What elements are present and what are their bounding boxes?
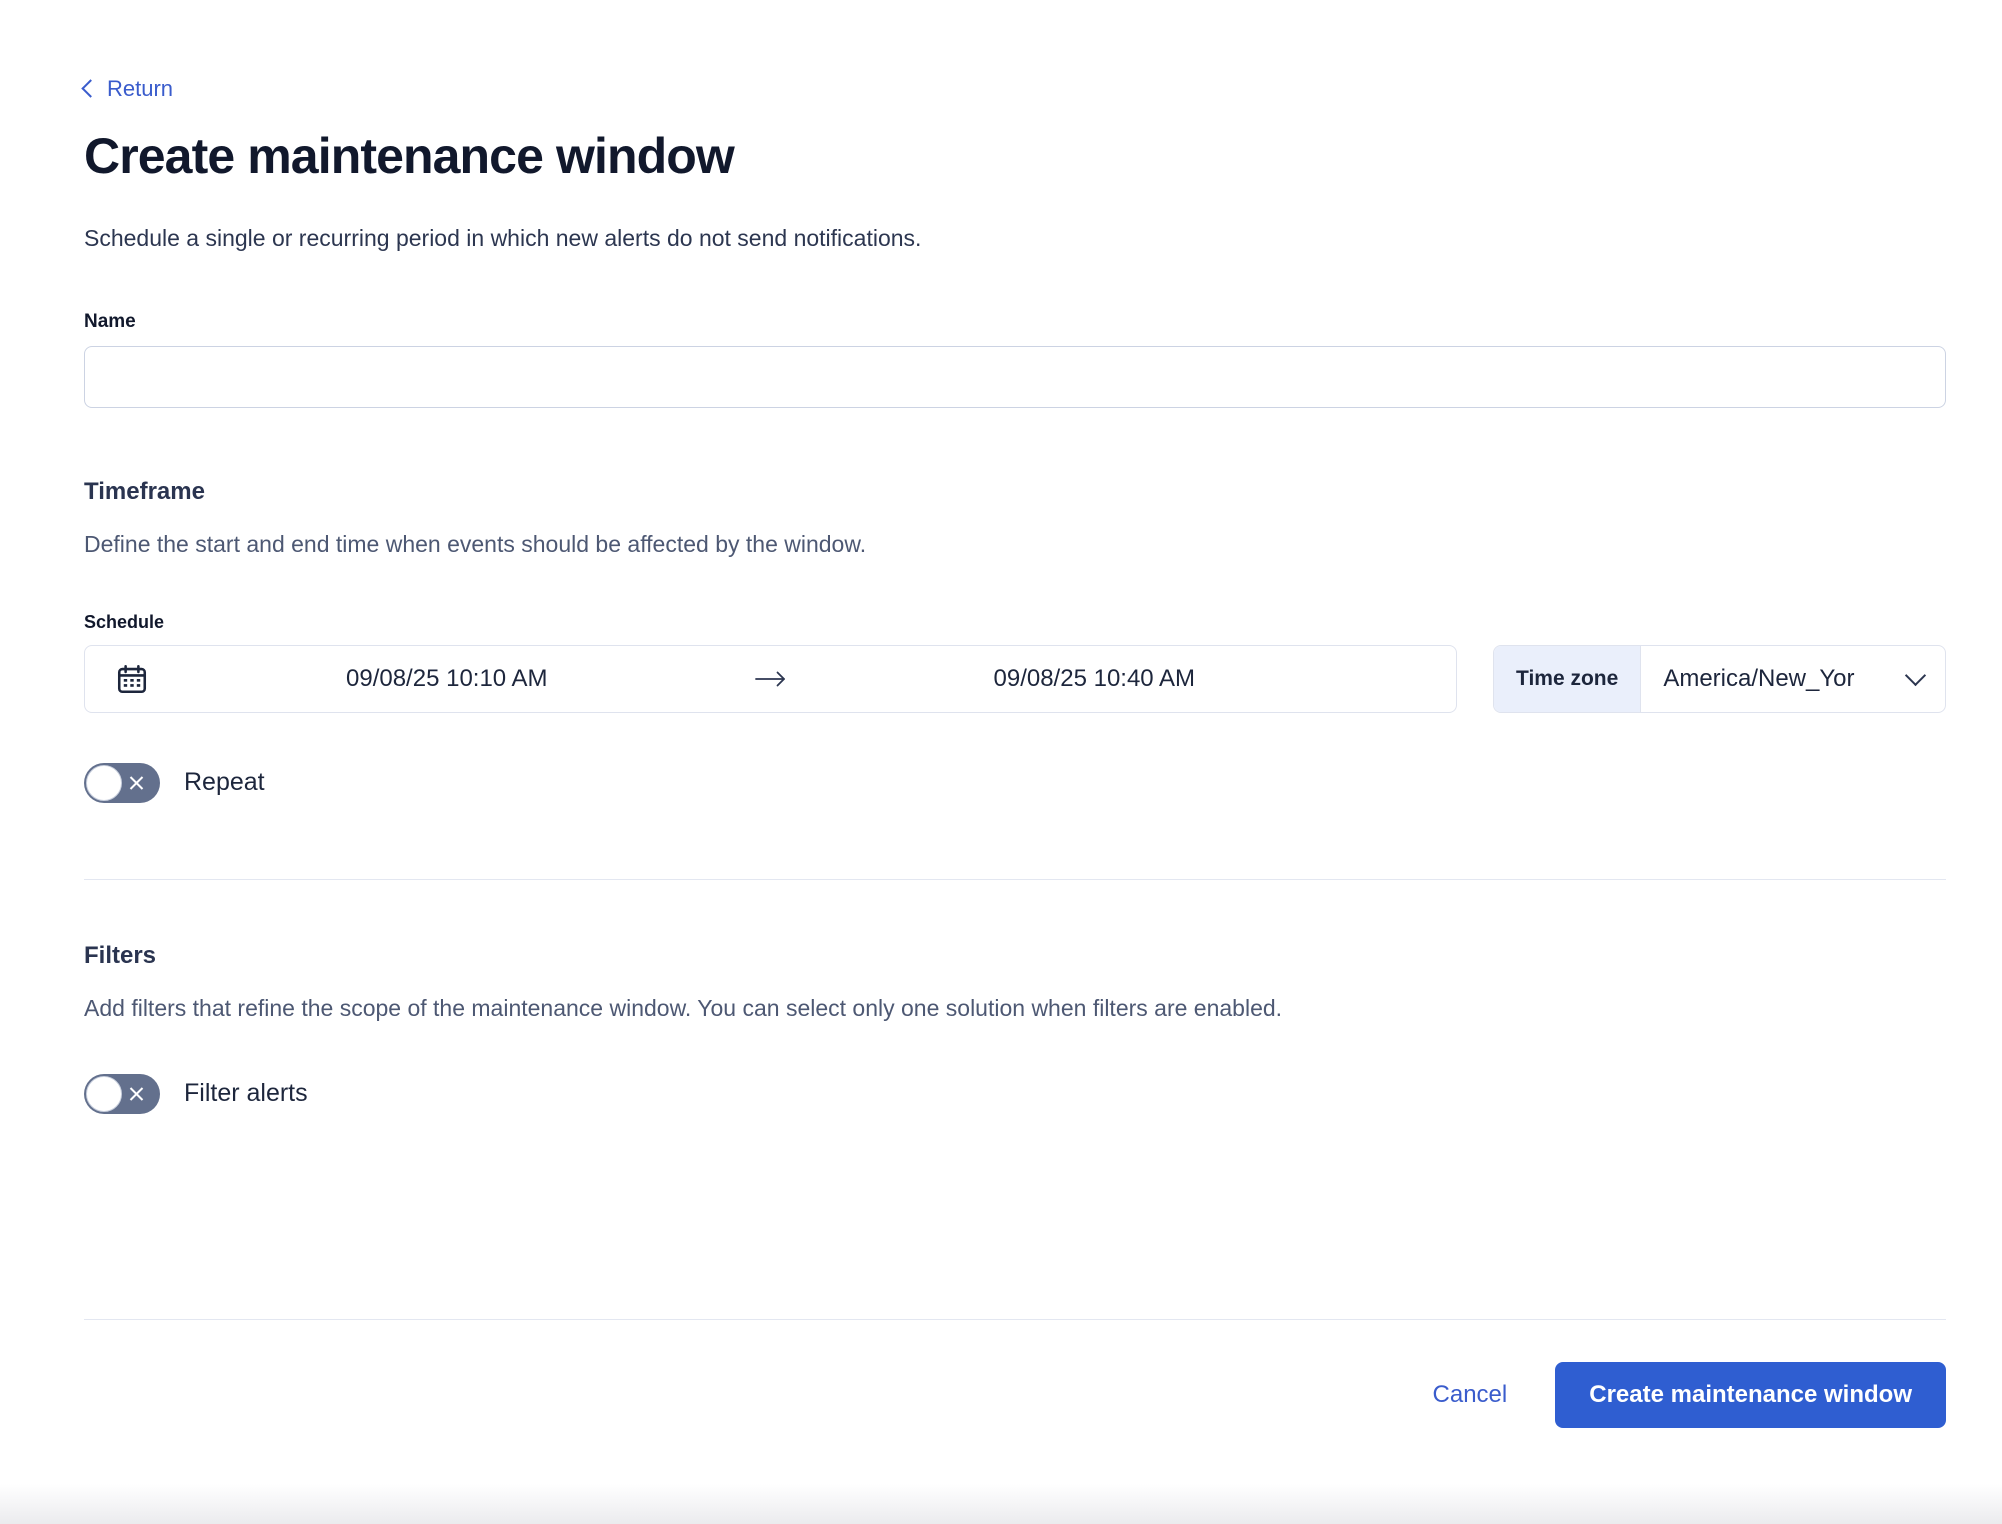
name-label: Name bbox=[84, 311, 136, 333]
timeframe-section: Timeframe Define the start and end time … bbox=[84, 478, 1946, 803]
return-link[interactable]: Return bbox=[81, 76, 174, 102]
section-divider-1 bbox=[84, 878, 1946, 881]
return-link-label: Return bbox=[107, 76, 174, 101]
repeat-toggle-row[interactable]: Repeat bbox=[84, 762, 265, 803]
section-divider-2 bbox=[84, 1318, 1946, 1321]
filters-title: Filters bbox=[84, 942, 157, 970]
schedule-block: Schedule bbox=[84, 612, 1946, 713]
start-datetime-value[interactable]: 09/08/25 10:10 AM bbox=[346, 664, 548, 692]
close-x-icon bbox=[128, 774, 145, 791]
schedule-row: 09/08/25 10:10 AM 09/08/25 10:40 AM Time… bbox=[84, 644, 1946, 713]
repeat-toggle[interactable] bbox=[84, 762, 160, 803]
filters-section: Filters Add filters that refine the scop… bbox=[84, 942, 1946, 1114]
date-range-picker[interactable]: 09/08/25 10:10 AM 09/08/25 10:40 AM bbox=[84, 644, 1457, 713]
schedule-label: Schedule bbox=[84, 611, 165, 632]
page-content: Return Create maintenance window Schedul… bbox=[81, 0, 1946, 1429]
filters-description: Add filters that refine the scope of the… bbox=[84, 995, 1283, 1022]
timeframe-title: Timeframe bbox=[84, 478, 205, 506]
name-input[interactable] bbox=[84, 346, 1946, 409]
bottom-gradient bbox=[0, 1484, 2002, 1524]
end-datetime-value[interactable]: 09/08/25 10:40 AM bbox=[993, 664, 1196, 692]
timezone-select[interactable]: America/New_Yor bbox=[1641, 646, 1945, 712]
name-field-block: Name bbox=[84, 311, 1946, 409]
page-description: Schedule a single or recurring period in… bbox=[84, 225, 922, 251]
chevron-down-icon bbox=[1904, 665, 1927, 687]
timeframe-description: Define the start and end time when event… bbox=[84, 531, 867, 558]
filter-alerts-toggle-knob bbox=[86, 1075, 122, 1112]
filter-alerts-toggle[interactable] bbox=[84, 1073, 160, 1114]
repeat-toggle-label: Repeat bbox=[184, 768, 265, 797]
calendar-icon bbox=[117, 664, 147, 693]
timezone-prefix-label: Time zone bbox=[1494, 645, 1642, 712]
timezone-group: Time zone America/New_Yor bbox=[1493, 644, 1946, 713]
filter-alerts-toggle-row[interactable]: Filter alerts bbox=[84, 1073, 308, 1114]
page-title: Create maintenance window bbox=[84, 128, 735, 184]
filter-alerts-toggle-label: Filter alerts bbox=[184, 1079, 308, 1108]
repeat-toggle-knob bbox=[86, 764, 122, 801]
create-maintenance-window-button[interactable]: Create maintenance window bbox=[1555, 1362, 1946, 1429]
timezone-value: America/New_Yor bbox=[1663, 664, 1855, 692]
range-arrow-icon bbox=[745, 669, 797, 689]
chevron-left-icon bbox=[81, 79, 100, 98]
close-x-icon bbox=[128, 1085, 145, 1102]
footer-actions: Cancel Create maintenance window bbox=[84, 1362, 1946, 1429]
cancel-button[interactable]: Cancel bbox=[1407, 1365, 1534, 1425]
